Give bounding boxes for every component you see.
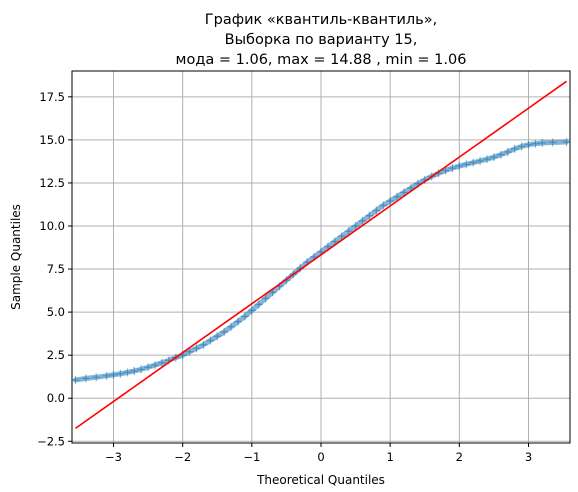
chart-title-line-1: График «квантиль-квантиль», [205, 12, 437, 28]
y-ticks-layer: −2.5 0.0 2.5 5.0 7.5 10.0 12.5 15.0 17.5 [37, 90, 72, 448]
y-tick-label: 15.0 [39, 133, 65, 147]
y-tick-label: 12.5 [39, 176, 65, 190]
chart-title-line-3: мода = 1.06, max = 14.88 , min = 1.06 [176, 52, 467, 68]
x-tick-label: 3 [525, 450, 532, 464]
x-axis-label: Theoretical Quantiles [256, 473, 385, 487]
x-ticks-layer: −3 −2 −1 0 1 2 3 [105, 443, 532, 464]
y-tick-label: −2.5 [37, 434, 65, 448]
x-tick-label: 0 [317, 450, 324, 464]
sample-points-band [72, 139, 570, 383]
y-tick-label: 5.0 [47, 305, 65, 319]
y-tick-label: 2.5 [47, 348, 65, 362]
x-tick-label: −3 [105, 450, 122, 464]
x-tick-label: 2 [456, 450, 463, 464]
x-tick-label: −1 [243, 450, 260, 464]
chart-title-line-2: Выборка по варианту 15, [225, 32, 418, 48]
y-tick-label: 7.5 [47, 262, 65, 276]
grid-layer [72, 71, 570, 443]
reference-line [74, 80, 568, 430]
reference-line-layer [74, 80, 568, 430]
y-tick-label: 17.5 [39, 90, 65, 104]
x-tick-label: 1 [387, 450, 394, 464]
y-tick-label: 10.0 [39, 219, 65, 233]
y-tick-label: 0.0 [47, 391, 65, 405]
x-tick-label: −2 [174, 450, 191, 464]
y-axis-label: Sample Quantiles [9, 204, 23, 310]
